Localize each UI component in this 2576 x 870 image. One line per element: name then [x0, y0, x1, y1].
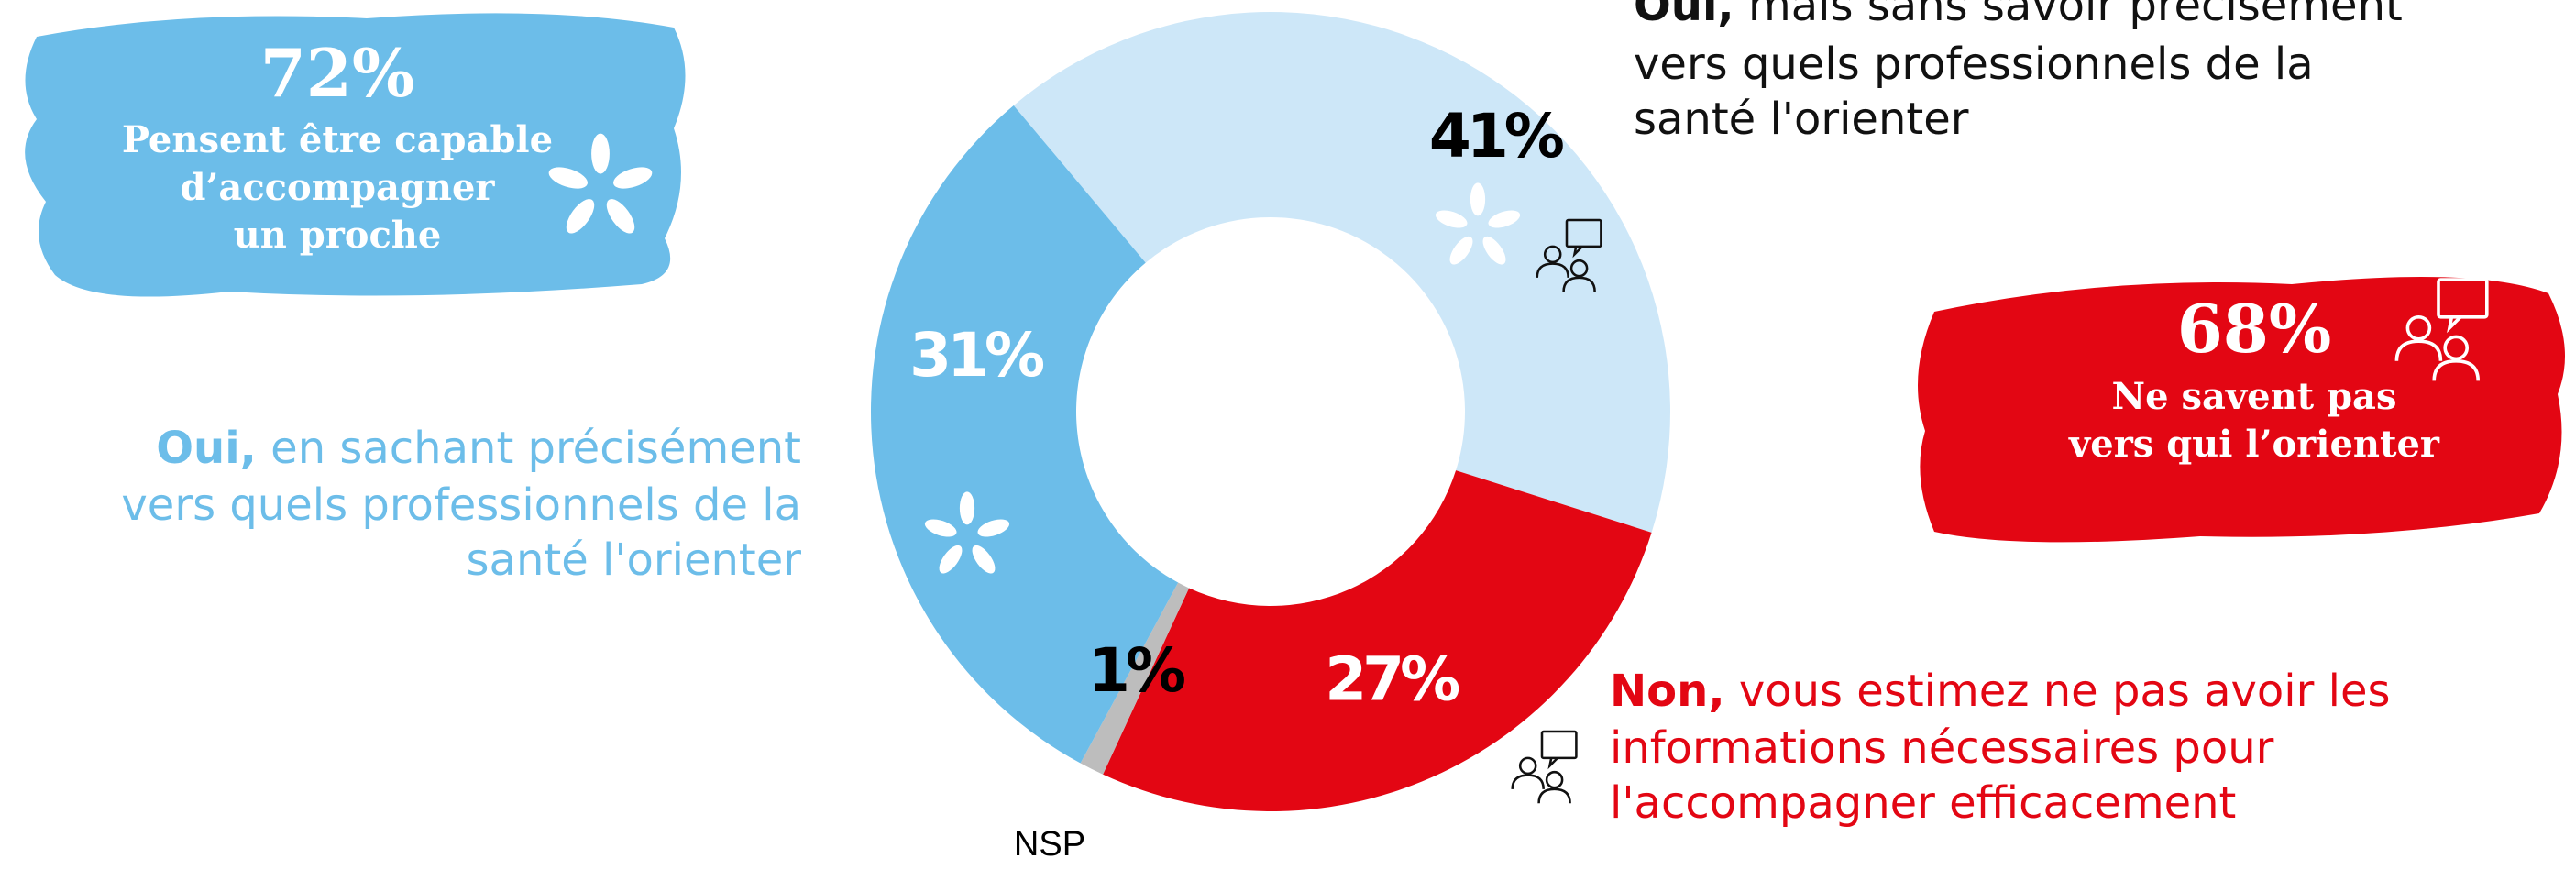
- callout-text: un proche: [234, 214, 442, 257]
- callout-text: vers qui l’orienter: [2068, 423, 2440, 466]
- annotation-line: vers quels professionnels de la: [1634, 39, 2314, 90]
- annotation-lead: Non,: [1610, 666, 1725, 717]
- people-icon: [1511, 730, 1578, 805]
- callout-value: 72%: [260, 34, 415, 112]
- donut-segment: [870, 105, 1179, 764]
- annotation: Non, vous estimez ne pas avoir les: [1610, 666, 2390, 717]
- value-label: 41%: [1429, 101, 1564, 171]
- value-label: 1%: [1088, 635, 1185, 706]
- annotation-line: mais sans savoir précisément: [1748, 0, 2403, 31]
- annotation-line: en sachant précisément: [270, 423, 801, 474]
- callout-shape: [1918, 277, 2565, 543]
- donut-segment: [1080, 582, 1190, 775]
- annotation-line: vers quels professionnels de la: [121, 479, 801, 531]
- annotation-line: vous estimez ne pas avoir les: [1739, 666, 2391, 717]
- annotation-lead: Oui,: [156, 423, 257, 474]
- callout-value: 68%: [2177, 290, 2332, 368]
- callout-text: Ne savent pas: [2112, 375, 2397, 418]
- callout-text: d’accompagner: [181, 166, 496, 209]
- annotation-lead: Oui,: [1634, 0, 1734, 31]
- annotation-line: santé l'orienter: [1634, 94, 1969, 145]
- donut-segment: [1103, 470, 1652, 811]
- callout-text: Pensent être capable: [122, 118, 553, 161]
- annotation: Oui, mais sans savoir précisément: [1634, 0, 2403, 31]
- donut-segment: [1013, 12, 1670, 533]
- value-label: 27%: [1325, 644, 1459, 715]
- category-label: NSP: [1014, 825, 1085, 864]
- annotation-line: l'accompagner efficacement: [1610, 777, 2236, 829]
- annotation-line: santé l'orienter: [467, 534, 802, 586]
- callout-shape: [25, 13, 686, 297]
- annotation: Oui, en sachant précisément: [156, 423, 801, 474]
- annotation-line: informations nécessaires pour: [1610, 722, 2274, 774]
- donut: [870, 12, 1670, 811]
- value-label: 31%: [909, 320, 1044, 391]
